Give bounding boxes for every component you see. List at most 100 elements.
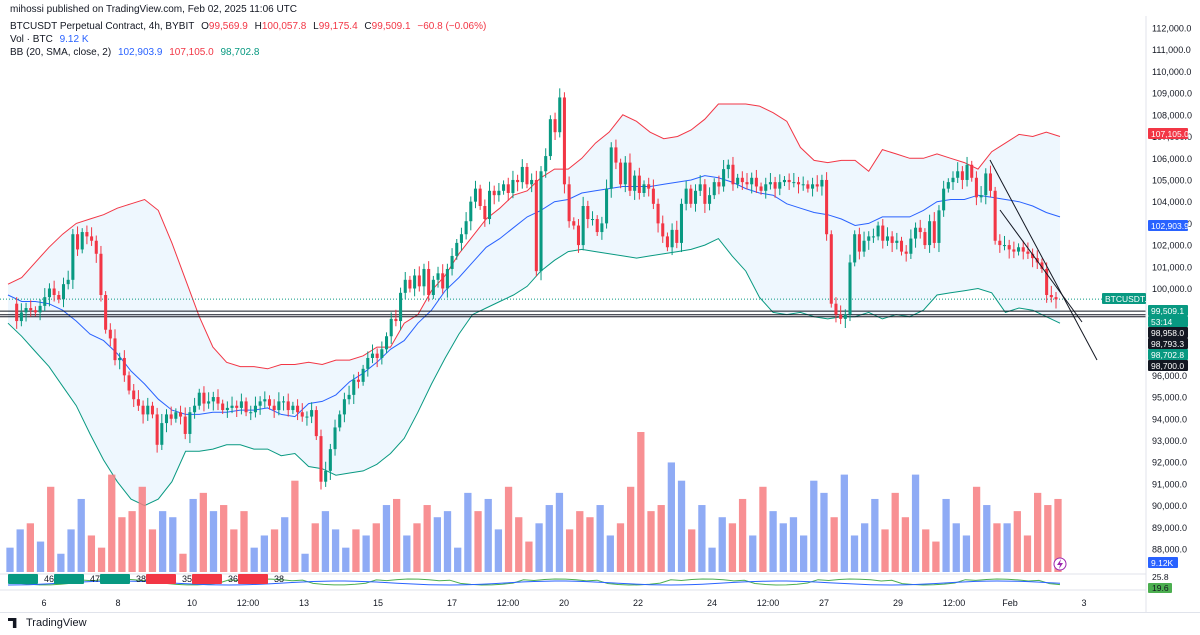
candle-body [633, 175, 637, 191]
x-tick-label: 12:00 [497, 598, 520, 608]
volume-bar [47, 486, 55, 572]
price-label-box [1148, 220, 1188, 231]
price-label-box [1148, 327, 1188, 338]
candle-body [417, 275, 421, 287]
price-label: 98,700.0 [1148, 360, 1188, 371]
y-tick-label: 102,000.0 [1152, 241, 1192, 251]
candle-body [436, 273, 440, 280]
candle-body [1054, 297, 1058, 300]
bb-basis-line [7, 175, 1061, 418]
volume-bar [240, 511, 248, 572]
indicator-badge: 46 [8, 574, 54, 584]
volume-bar [525, 541, 533, 572]
candle-body [670, 229, 674, 248]
volume-bar [352, 529, 360, 572]
candle-body [61, 284, 66, 300]
volume-bar [972, 486, 981, 572]
x-tick-label: 20 [559, 598, 569, 608]
volume-bar [952, 523, 960, 572]
legend-close: 99,509.1 [371, 21, 411, 32]
volume-bar [230, 529, 238, 572]
candle-body [581, 206, 585, 246]
y-tick-label: 104,000.0 [1152, 197, 1192, 207]
volume-bar [260, 535, 269, 572]
candle-body [703, 184, 707, 204]
volume-bar [728, 523, 737, 572]
volume-bar [128, 511, 136, 572]
volume-bar [545, 505, 553, 572]
x-tick-label: 17 [447, 598, 457, 608]
price-label: 98,958.0 [1148, 327, 1188, 338]
brand-name: TradingView [26, 617, 87, 629]
candle-body [829, 234, 833, 304]
candle-body [389, 318, 393, 337]
candle-body [478, 188, 482, 207]
candle-body [600, 223, 604, 233]
candle-body [267, 399, 272, 406]
legend-vol-value: 9.12 K [59, 34, 89, 45]
volume-bar [77, 498, 85, 572]
candle-body [47, 288, 51, 298]
candle-body [225, 407, 229, 411]
indicator-badge-box [146, 574, 176, 584]
candle-body [253, 405, 257, 413]
indicator-badge: 35 [146, 574, 192, 584]
legend-vol-label[interactable]: Vol · BTC [10, 34, 53, 45]
volume-bar [586, 517, 594, 572]
candle-body [141, 405, 145, 415]
volume-bar [515, 517, 523, 572]
candle-body [956, 171, 960, 178]
candle-body [993, 190, 997, 241]
lightning-icon[interactable] [1053, 557, 1067, 571]
candle-body [57, 295, 61, 300]
candle-body [558, 97, 562, 133]
candle-body [71, 234, 75, 280]
volume-bar [138, 486, 146, 572]
candle-body [759, 186, 763, 191]
legend-change: −60.8 (−0.06%) [417, 21, 487, 32]
legend-symbol[interactable]: BTCUSDT Perpetual Contract, 4h, BYBIT [10, 21, 195, 32]
volume-bar [698, 505, 706, 572]
volume-bar [993, 523, 1001, 572]
candle-body [202, 392, 206, 404]
volume-bar [484, 498, 492, 572]
candle-body [951, 177, 955, 183]
candle-body [778, 182, 782, 189]
volume-axis-label: 9.12K [1148, 557, 1178, 568]
volume-bar [331, 529, 340, 572]
candle-body [413, 275, 417, 289]
candle-body [459, 234, 463, 243]
candle-body [183, 416, 187, 434]
volume-bar [6, 547, 14, 572]
volume-bar [871, 498, 879, 572]
candle-body [356, 379, 360, 382]
candle-body [754, 177, 758, 187]
candle-body [207, 401, 211, 404]
candle-body [239, 401, 243, 408]
legend-high: 100,057.8 [261, 21, 307, 32]
candle-body [965, 164, 969, 180]
indicator-badge: 47 [54, 574, 100, 584]
candle-body [576, 225, 581, 246]
volume-bar [158, 511, 167, 572]
candle-body [722, 169, 726, 187]
volume-bar [199, 492, 207, 572]
legend-bb-label[interactable]: BB (20, SMA, close, 2) [10, 47, 112, 58]
candle-body [544, 156, 548, 172]
candle-body [586, 206, 590, 220]
tradingview-logo[interactable]: TradingView [8, 617, 87, 629]
indicator-badge: 36 [192, 574, 238, 584]
time-axis[interactable]: 6 8 10 12:00 13 15 17 12:00 20 22 24 12:00 27 29 12:00… [41, 598, 1086, 608]
candle-body [427, 268, 431, 296]
candle-body [539, 171, 543, 272]
candle-body [647, 184, 651, 189]
candle-body [347, 394, 351, 400]
candle-body [867, 236, 871, 241]
osc-label-2-group: 19.6 [1148, 583, 1172, 593]
candle-body [862, 240, 866, 252]
publisher-bar: mihossi published on TradingView.com, Fe… [0, 0, 1200, 16]
candlesticks [15, 88, 1058, 490]
volume-bar [881, 529, 889, 572]
candle-body [146, 405, 150, 415]
